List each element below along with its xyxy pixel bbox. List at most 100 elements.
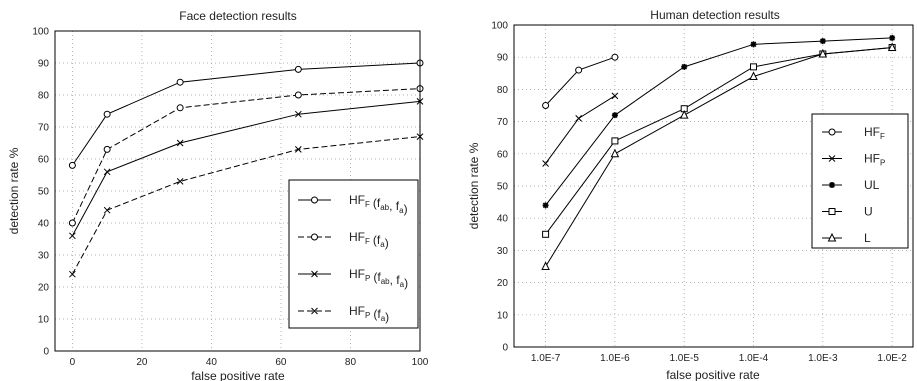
legend-box: [288, 179, 419, 329]
legend: HFF (fab, fa) HFF (fa) HFP (fab, fa) HFP (fa): [288, 179, 419, 329]
data-point: [611, 137, 619, 145]
legend-label: U: [864, 205, 873, 219]
legend-entry: HFF (fab, fa): [298, 193, 408, 216]
data-point: [819, 38, 826, 45]
data-point: [294, 65, 302, 73]
y-tick-label: 70: [38, 123, 50, 134]
x-tick-labels: 1.0E-7 1.0E-6 1.0E-5 1.0E-4 1.0E-3 1.0E-2: [531, 353, 907, 364]
data-point: [294, 146, 302, 153]
legend-entries: HFF (fab, fa) HFF (fa) HFP (fab, fa) HFP (fa): [298, 193, 408, 324]
data-point: [828, 128, 836, 136]
legend-entry: HFP (fa): [298, 304, 389, 324]
data-point: [828, 155, 836, 162]
legend-label: HFP (fab, fa): [349, 267, 408, 290]
data-point: [176, 178, 184, 185]
legend-entry: U: [822, 205, 873, 219]
x-tick-labels: 0 20 40 60 80 100: [70, 357, 429, 368]
face-detection-chart: Face detection results 0 10 20 30 40 50 60 70 80…: [7, 9, 429, 381]
legend-entry: HFF (fa): [298, 230, 389, 250]
y-axis-label: detection rate %: [467, 142, 481, 229]
data-point: [68, 161, 76, 169]
data-point: [541, 261, 550, 270]
data-point: [69, 232, 76, 240]
x-tick-label: 100: [412, 357, 429, 368]
series-group: [68, 59, 424, 278]
data-point: [828, 208, 836, 215]
data-point: [829, 182, 835, 188]
x-tick-label: 1.0E-3: [808, 353, 838, 364]
data-point: [750, 41, 757, 48]
series: [542, 34, 896, 209]
data-point: [176, 78, 184, 86]
data-point: [681, 63, 688, 70]
y-tick-labels: 0 10 20 30 40 50 60 70 80 90 100: [32, 27, 49, 358]
y-tick-label: 50: [497, 182, 509, 193]
y-tick-labels: 0 10 20 30 40 50 60 70 80 90 100: [491, 21, 508, 354]
y-tick-label: 0: [43, 347, 49, 358]
legend-label: HFP (fa): [349, 304, 389, 324]
y-tick-label: 100: [32, 27, 49, 38]
chart-title: Face detection results: [179, 9, 296, 23]
data-point: [542, 102, 550, 109]
data-point: [750, 63, 758, 71]
x-tick-label: 20: [136, 357, 148, 368]
series: [68, 59, 424, 169]
plot-frame: [513, 24, 914, 348]
x-axis-label: false positive rate: [666, 368, 760, 381]
data-point: [68, 219, 76, 227]
x-axis-label: false positive rate: [191, 369, 285, 381]
data-point: [103, 168, 111, 176]
y-tick-label: 40: [38, 219, 50, 230]
data-point: [542, 230, 550, 238]
series: [541, 42, 897, 270]
data-point: [611, 112, 618, 119]
legend-entry: HFP: [822, 152, 885, 168]
legend-entry: HFP (fab, fa): [298, 267, 408, 290]
x-tick-label: 1.0E-5: [669, 353, 699, 364]
data-point: [542, 202, 549, 209]
series: [69, 98, 424, 240]
y-tick-label: 80: [38, 91, 50, 102]
plot-frame: [54, 30, 421, 352]
data-point: [611, 92, 619, 100]
data-point: [311, 270, 318, 278]
data-point: [575, 115, 583, 122]
data-point: [827, 232, 837, 242]
series-group: [541, 34, 897, 270]
series-line: [545, 37, 893, 206]
y-tick-label: 30: [497, 246, 509, 257]
legend-label: UL: [864, 178, 880, 192]
data-point: [887, 42, 897, 52]
data-point: [818, 48, 828, 58]
series: [542, 53, 619, 109]
x-tick-label: 0: [70, 357, 76, 368]
series-line: [545, 56, 616, 106]
data-point: [611, 53, 619, 61]
series: [68, 85, 424, 227]
data-point: [679, 110, 689, 119]
y-tick-label: 10: [38, 315, 50, 326]
data-point: [575, 66, 583, 74]
data-point: [176, 104, 184, 112]
data-point: [749, 71, 758, 81]
y-tick-label: 80: [497, 85, 509, 96]
series-line: [71, 136, 421, 275]
data-point: [311, 196, 318, 204]
y-tick-label: 70: [497, 117, 509, 128]
y-tick-label: 20: [38, 283, 50, 294]
y-tick-label: 60: [38, 155, 50, 166]
legend-entries: HFF HFP UL UL: [822, 125, 885, 245]
legend-label: HFF: [864, 125, 885, 141]
chart-title: Human detection results: [650, 8, 779, 22]
data-point: [610, 148, 620, 158]
data-point: [542, 160, 549, 167]
data-point: [889, 34, 896, 41]
legend-entry: UL: [822, 178, 880, 192]
data-point: [294, 110, 302, 118]
data-point: [311, 307, 318, 315]
data-point: [69, 270, 76, 278]
series-line: [71, 62, 421, 166]
legend-box: [811, 113, 909, 249]
x-tick-label: 1.0E-7: [531, 353, 561, 364]
